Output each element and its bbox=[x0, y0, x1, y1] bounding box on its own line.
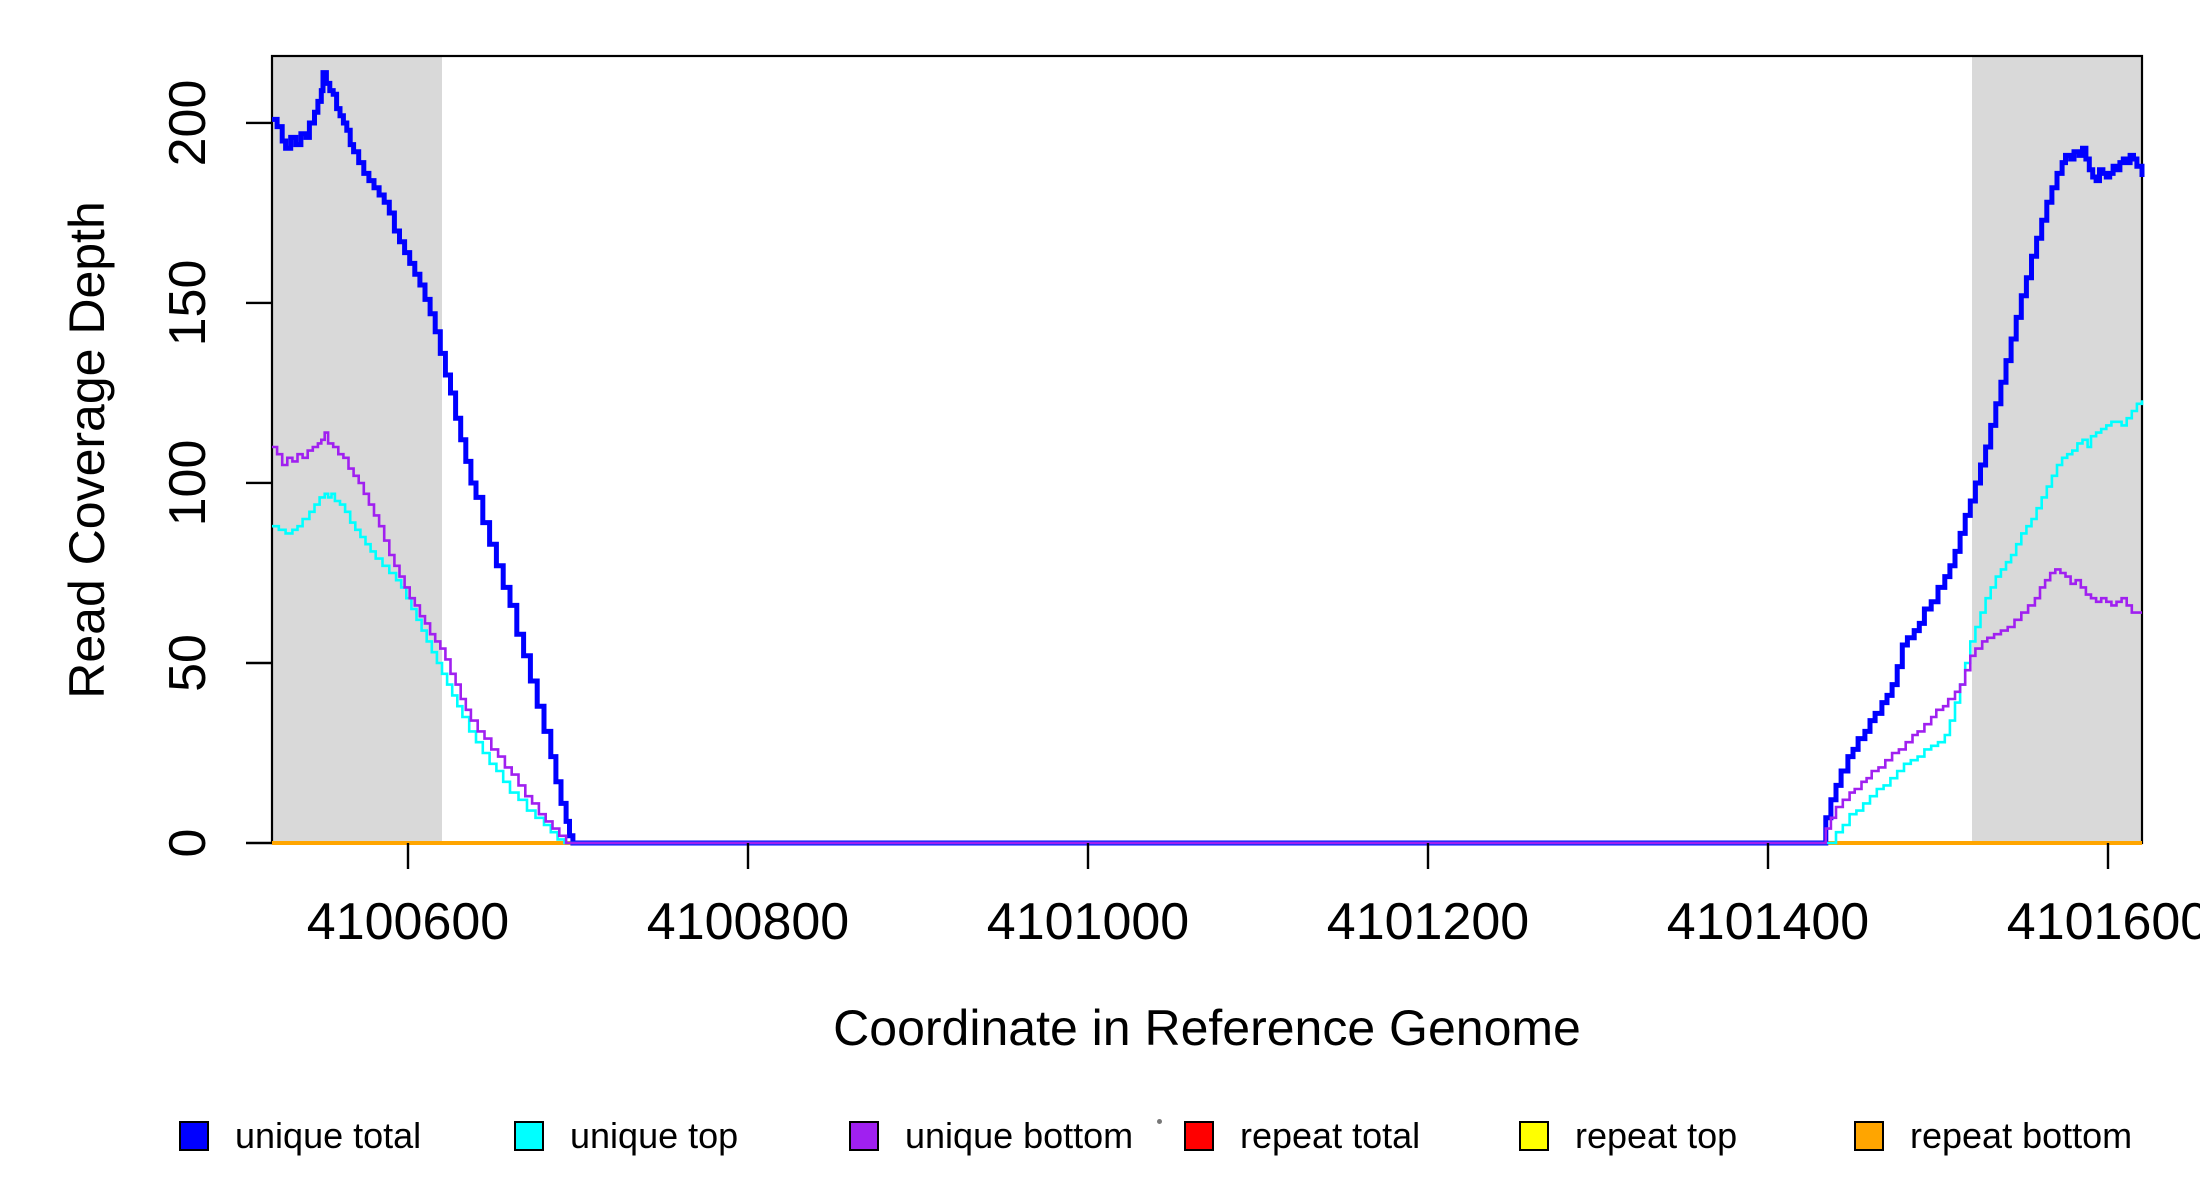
legend-label: unique bottom bbox=[905, 1115, 1134, 1156]
series-unique-top bbox=[272, 400, 2144, 845]
x-tick-label: 4101400 bbox=[1666, 893, 1870, 951]
y-tick-label: 150 bbox=[159, 259, 217, 347]
legend-label: repeat top bbox=[1575, 1115, 1738, 1156]
legend-swatch-icon bbox=[514, 1121, 544, 1151]
legend-swatch-icon bbox=[849, 1121, 879, 1151]
x-tick-label: 4100800 bbox=[646, 893, 850, 951]
legend-swatch-icon bbox=[1184, 1121, 1214, 1151]
legend-swatch-icon bbox=[1854, 1121, 1884, 1151]
x-tick-label: 4100600 bbox=[306, 893, 510, 951]
series-unique-bottom bbox=[272, 431, 2142, 845]
legend-label: unique top bbox=[570, 1115, 739, 1156]
y-tick-label: 200 bbox=[159, 79, 217, 167]
shaded-left-edge-region bbox=[272, 56, 442, 843]
plot-box bbox=[270, 54, 2144, 845]
y-tick-label: 100 bbox=[159, 439, 217, 527]
x-tick-label: 4101200 bbox=[1326, 893, 1530, 951]
legend-swatch-icon bbox=[1519, 1121, 1549, 1151]
legend-label: repeat bottom bbox=[1910, 1115, 2133, 1156]
legend-swatch-icon bbox=[179, 1121, 209, 1151]
y-axis-title: Read Coverage Depth bbox=[59, 201, 115, 699]
y-tick-label: 50 bbox=[159, 634, 217, 692]
series-unique-total bbox=[272, 70, 2145, 846]
legend-label: repeat total bbox=[1240, 1115, 1421, 1156]
x-tick-label: 4101000 bbox=[986, 893, 1190, 951]
legend-label: unique total bbox=[235, 1115, 422, 1156]
y-tick-label: 0 bbox=[159, 828, 217, 858]
stray-dot-artifact bbox=[1157, 1119, 1162, 1124]
x-axis-title: Coordinate in Reference Genome bbox=[833, 1000, 1581, 1056]
x-tick-label: 4101600 bbox=[2006, 893, 2200, 951]
